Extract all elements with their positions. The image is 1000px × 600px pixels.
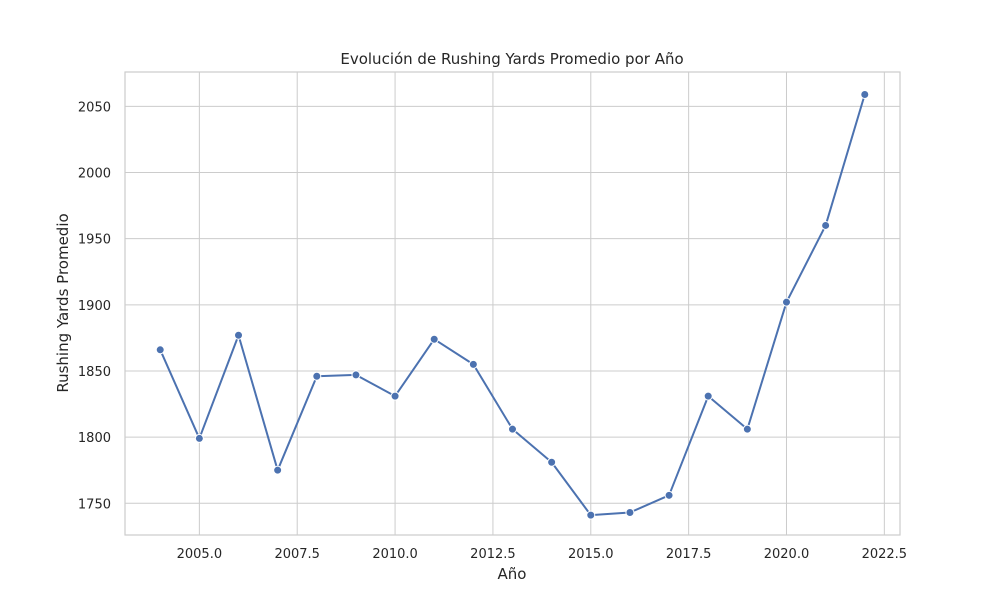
series-layer	[155, 89, 870, 520]
data-point	[234, 330, 244, 340]
y-tick-label: 2000	[78, 167, 111, 182]
data-point	[703, 391, 713, 401]
x-tick-label: 2005.0	[177, 547, 223, 562]
data-point	[508, 424, 517, 434]
x-tick-labels: 2005.0 2007.5 2010.0 2012.5 2015.0 2017.5 2020…	[177, 547, 907, 562]
data-point	[664, 490, 674, 500]
y-tick-labels: 1750 1800 1850 1900 1950 2000 2050	[78, 100, 111, 512]
plot-frame	[124, 71, 901, 536]
y-tick-label: 1900	[78, 299, 111, 314]
data-point	[860, 89, 870, 99]
x-tick-label: 2010.0	[372, 547, 418, 562]
y-tick-label: 1850	[78, 365, 111, 380]
x-tick-label: 2017.5	[666, 547, 712, 562]
grid-lines	[125, 72, 900, 535]
y-tick-label: 1750	[78, 497, 111, 512]
data-point	[273, 465, 283, 475]
x-tick-label: 2012.5	[470, 547, 516, 562]
x-axis-label: Año	[498, 565, 527, 583]
x-tick-label: 2007.5	[274, 547, 320, 562]
data-point	[194, 433, 204, 443]
data-point	[781, 297, 791, 307]
data-point	[155, 345, 165, 355]
data-point	[742, 424, 752, 434]
data-point	[547, 457, 557, 467]
data-point	[429, 334, 439, 344]
data-point	[390, 391, 400, 401]
x-tick-label: 2022.5	[862, 547, 908, 562]
data-point	[468, 359, 478, 369]
y-tick-label: 1800	[78, 431, 111, 446]
x-tick-label: 2015.0	[568, 547, 614, 562]
chart-title: Evolución de Rushing Yards Promedio por …	[340, 50, 683, 68]
data-point	[625, 508, 635, 518]
data-point	[312, 371, 322, 381]
data-point	[821, 220, 831, 230]
data-point	[586, 510, 596, 520]
y-axis-label: Rushing Yards Promedio	[54, 213, 72, 392]
y-tick-label: 1950	[78, 233, 111, 248]
x-tick-label: 2020.0	[764, 547, 810, 562]
data-point	[351, 370, 361, 380]
y-tick-label: 2050	[78, 100, 111, 115]
